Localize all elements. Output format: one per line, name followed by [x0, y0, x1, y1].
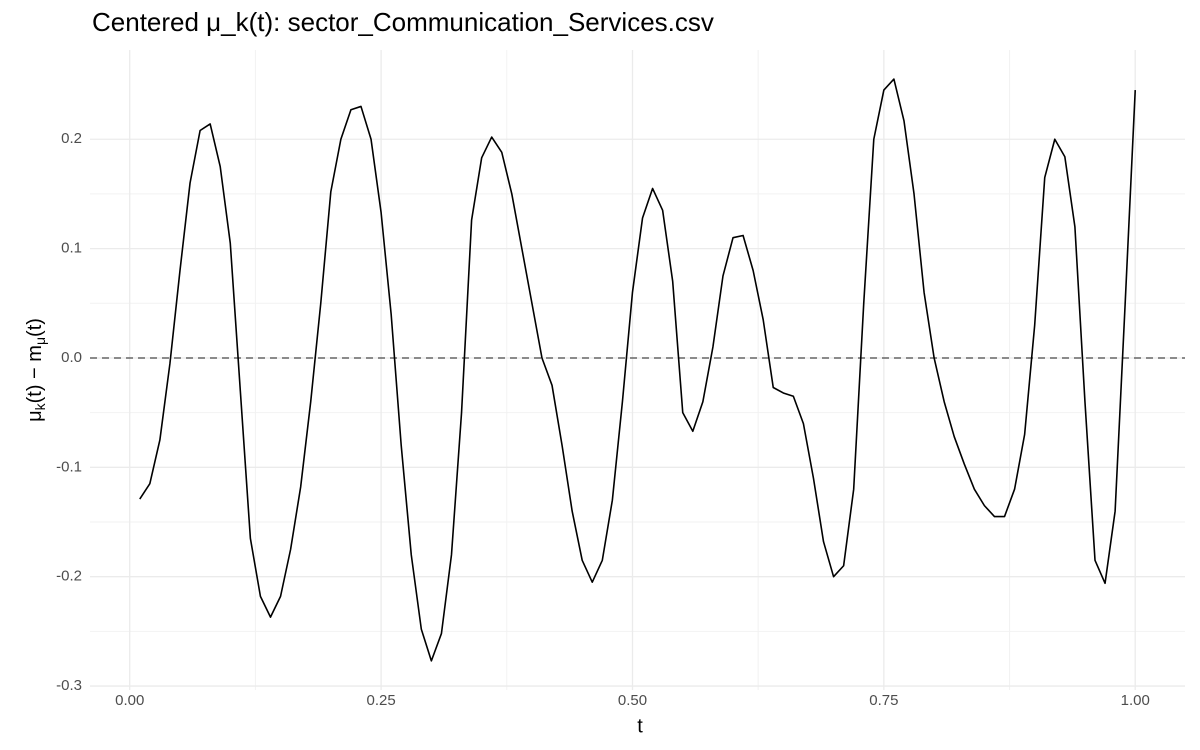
grid	[90, 50, 1185, 690]
x-tick-label: 1.00	[1121, 692, 1150, 709]
y-tick-label: -0.2	[56, 568, 82, 585]
data-line	[139, 78, 1137, 662]
y-axis-title: μk(t) − mμ(t)	[24, 318, 47, 422]
y-tick-label: 0.2	[61, 130, 82, 147]
y-title-part: μ	[24, 410, 46, 422]
y-title-part: μ	[32, 337, 48, 345]
marks	[90, 78, 1185, 662]
y-title-part: (t) − m	[24, 345, 46, 403]
x-axis-title: t	[637, 715, 643, 737]
x-tick-label: 0.00	[115, 692, 144, 709]
x-tick-label: 0.25	[366, 692, 395, 709]
chart-title: Centered μ_k(t): sector_Communication_Se…	[92, 7, 714, 37]
y-title-part: k	[32, 402, 48, 410]
x-tick-label: 0.75	[869, 692, 898, 709]
y-tick-label: 0.0	[61, 349, 82, 366]
y-title-part: (t)	[24, 318, 46, 337]
y-tick-label: -0.1	[56, 458, 82, 475]
y-tick-label: 0.1	[61, 240, 82, 257]
y-tick-label: -0.3	[56, 677, 82, 694]
x-tick-label: 0.50	[618, 692, 647, 709]
